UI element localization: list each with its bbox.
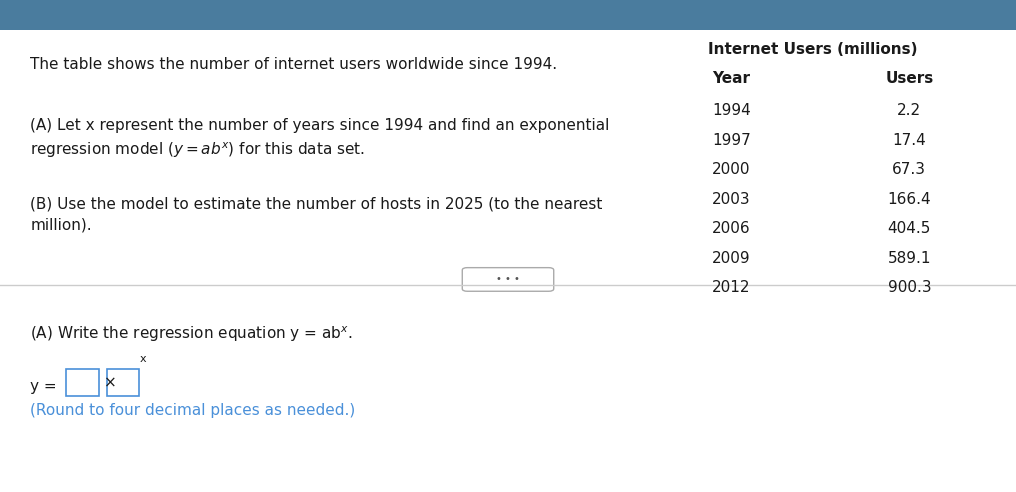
Text: • • •: • • • [496, 275, 520, 284]
Text: 2000: 2000 [712, 162, 751, 177]
Text: (A) Write the regression equation y = ab$^x$.: (A) Write the regression equation y = ab… [30, 325, 354, 344]
Text: (A) Let x represent the number of years since 1994 and find an exponential
regre: (A) Let x represent the number of years … [30, 118, 610, 160]
Text: (Round to four decimal places as needed.): (Round to four decimal places as needed.… [30, 403, 356, 418]
Text: Internet Users (millions): Internet Users (millions) [708, 42, 917, 57]
Text: y =: y = [30, 379, 57, 394]
Text: 2006: 2006 [712, 221, 751, 236]
Text: 166.4: 166.4 [888, 192, 931, 207]
Text: 404.5: 404.5 [888, 221, 931, 236]
Text: 2.2: 2.2 [897, 103, 922, 118]
Text: The table shows the number of internet users worldwide since 1994.: The table shows the number of internet u… [30, 57, 558, 71]
Text: 1994: 1994 [712, 103, 751, 118]
Text: Users: Users [885, 71, 934, 86]
FancyBboxPatch shape [107, 369, 139, 396]
Text: ×: × [104, 375, 117, 390]
Text: 67.3: 67.3 [892, 162, 927, 177]
Text: (B) Use the model to estimate the number of hosts in 2025 (to the nearest
millio: (B) Use the model to estimate the number… [30, 197, 602, 233]
Text: 1997: 1997 [712, 133, 751, 148]
Text: x: x [139, 354, 146, 364]
Text: 589.1: 589.1 [888, 251, 931, 266]
Text: Year: Year [712, 71, 751, 86]
FancyBboxPatch shape [0, 0, 1016, 30]
Text: 2003: 2003 [712, 192, 751, 207]
Text: 17.4: 17.4 [892, 133, 927, 148]
Text: 2012: 2012 [712, 280, 751, 295]
FancyBboxPatch shape [462, 268, 554, 291]
FancyBboxPatch shape [66, 369, 99, 396]
Text: 2009: 2009 [712, 251, 751, 266]
Text: 900.3: 900.3 [888, 280, 931, 295]
